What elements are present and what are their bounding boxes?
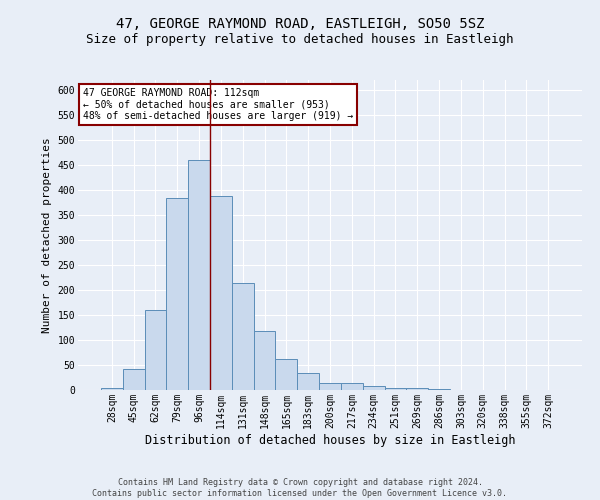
Bar [275,358,297,390]
Bar [123,368,145,390]
Bar [363,386,385,390]
Y-axis label: Number of detached properties: Number of detached properties [42,137,52,333]
Bar [406,388,428,390]
Text: 47, GEORGE RAYMOND ROAD, EASTLEIGH, SO50 5SZ: 47, GEORGE RAYMOND ROAD, EASTLEIGH, SO50… [116,18,484,32]
Bar [145,310,166,390]
Text: 47 GEORGE RAYMOND ROAD: 112sqm
← 50% of detached houses are smaller (953)
48% of: 47 GEORGE RAYMOND ROAD: 112sqm ← 50% of … [83,88,353,121]
X-axis label: Distribution of detached houses by size in Eastleigh: Distribution of detached houses by size … [145,434,515,446]
Text: Contains HM Land Registry data © Crown copyright and database right 2024.
Contai: Contains HM Land Registry data © Crown c… [92,478,508,498]
Bar [166,198,188,390]
Bar [232,282,254,390]
Bar [297,372,319,390]
Bar [101,388,123,390]
Bar [319,383,341,390]
Bar [254,331,275,390]
Bar [385,388,406,390]
Bar [428,389,450,390]
Bar [188,160,210,390]
Bar [210,196,232,390]
Text: Size of property relative to detached houses in Eastleigh: Size of property relative to detached ho… [86,32,514,46]
Bar [341,383,363,390]
